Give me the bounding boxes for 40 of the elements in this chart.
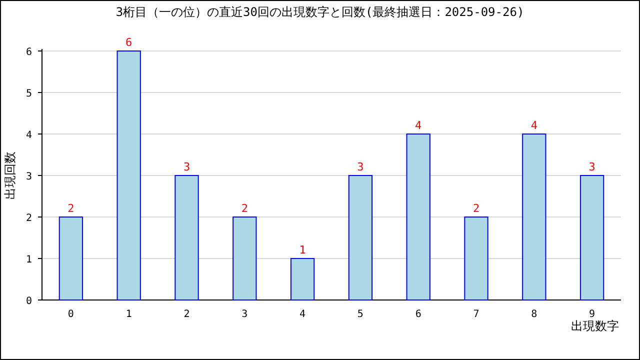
- data-label: 2: [68, 202, 74, 215]
- x-tick-label: 0: [68, 309, 74, 320]
- data-label: 4: [415, 119, 422, 132]
- data-label: 2: [241, 202, 248, 215]
- data-label: 2: [472, 202, 480, 215]
- x-tick-label: 3: [242, 309, 248, 320]
- data-label: 3: [183, 160, 190, 174]
- y-tick-label: 2: [26, 213, 32, 224]
- bar: [522, 134, 546, 300]
- bar: [58, 216, 84, 300]
- y-tick-label: 4: [26, 130, 32, 141]
- bar: [580, 175, 604, 300]
- x-tick-label: 4: [300, 309, 306, 320]
- x-tick-label: 2: [184, 309, 190, 320]
- bar: [116, 50, 141, 300]
- x-tick-label: 7: [473, 309, 480, 320]
- bar: [406, 134, 430, 300]
- data-label: 4: [530, 119, 538, 132]
- x-axis-title: 出現数字: [571, 319, 619, 333]
- chart-title: 3桁目（一の位）の直近30回の出現数字と回数(最終抽選日：2025-09-26): [116, 5, 524, 19]
- y-tick-label: 0: [26, 296, 32, 307]
- x-tick-label: 5: [357, 309, 364, 320]
- y-tick-label: 1: [26, 254, 32, 266]
- bar: [232, 216, 257, 300]
- bar: [174, 175, 199, 300]
- data-label: 3: [357, 160, 364, 174]
- data-label: 6: [126, 36, 132, 49]
- data-label: 1: [299, 244, 306, 256]
- x-tick-label: 8: [531, 309, 538, 320]
- bar: [464, 216, 488, 300]
- y-tick-label: 5: [26, 88, 32, 100]
- y-tick-label: 6: [26, 47, 32, 58]
- x-tick-label: 6: [415, 309, 422, 320]
- x-tick-label: 9: [589, 309, 596, 320]
- y-tick-label: 3: [26, 172, 32, 182]
- bar: [290, 258, 315, 300]
- bar: [348, 175, 373, 300]
- y-axis-title: 出現回数: [3, 152, 17, 200]
- x-tick-label: 1: [126, 309, 132, 320]
- data-label: 3: [588, 160, 596, 174]
